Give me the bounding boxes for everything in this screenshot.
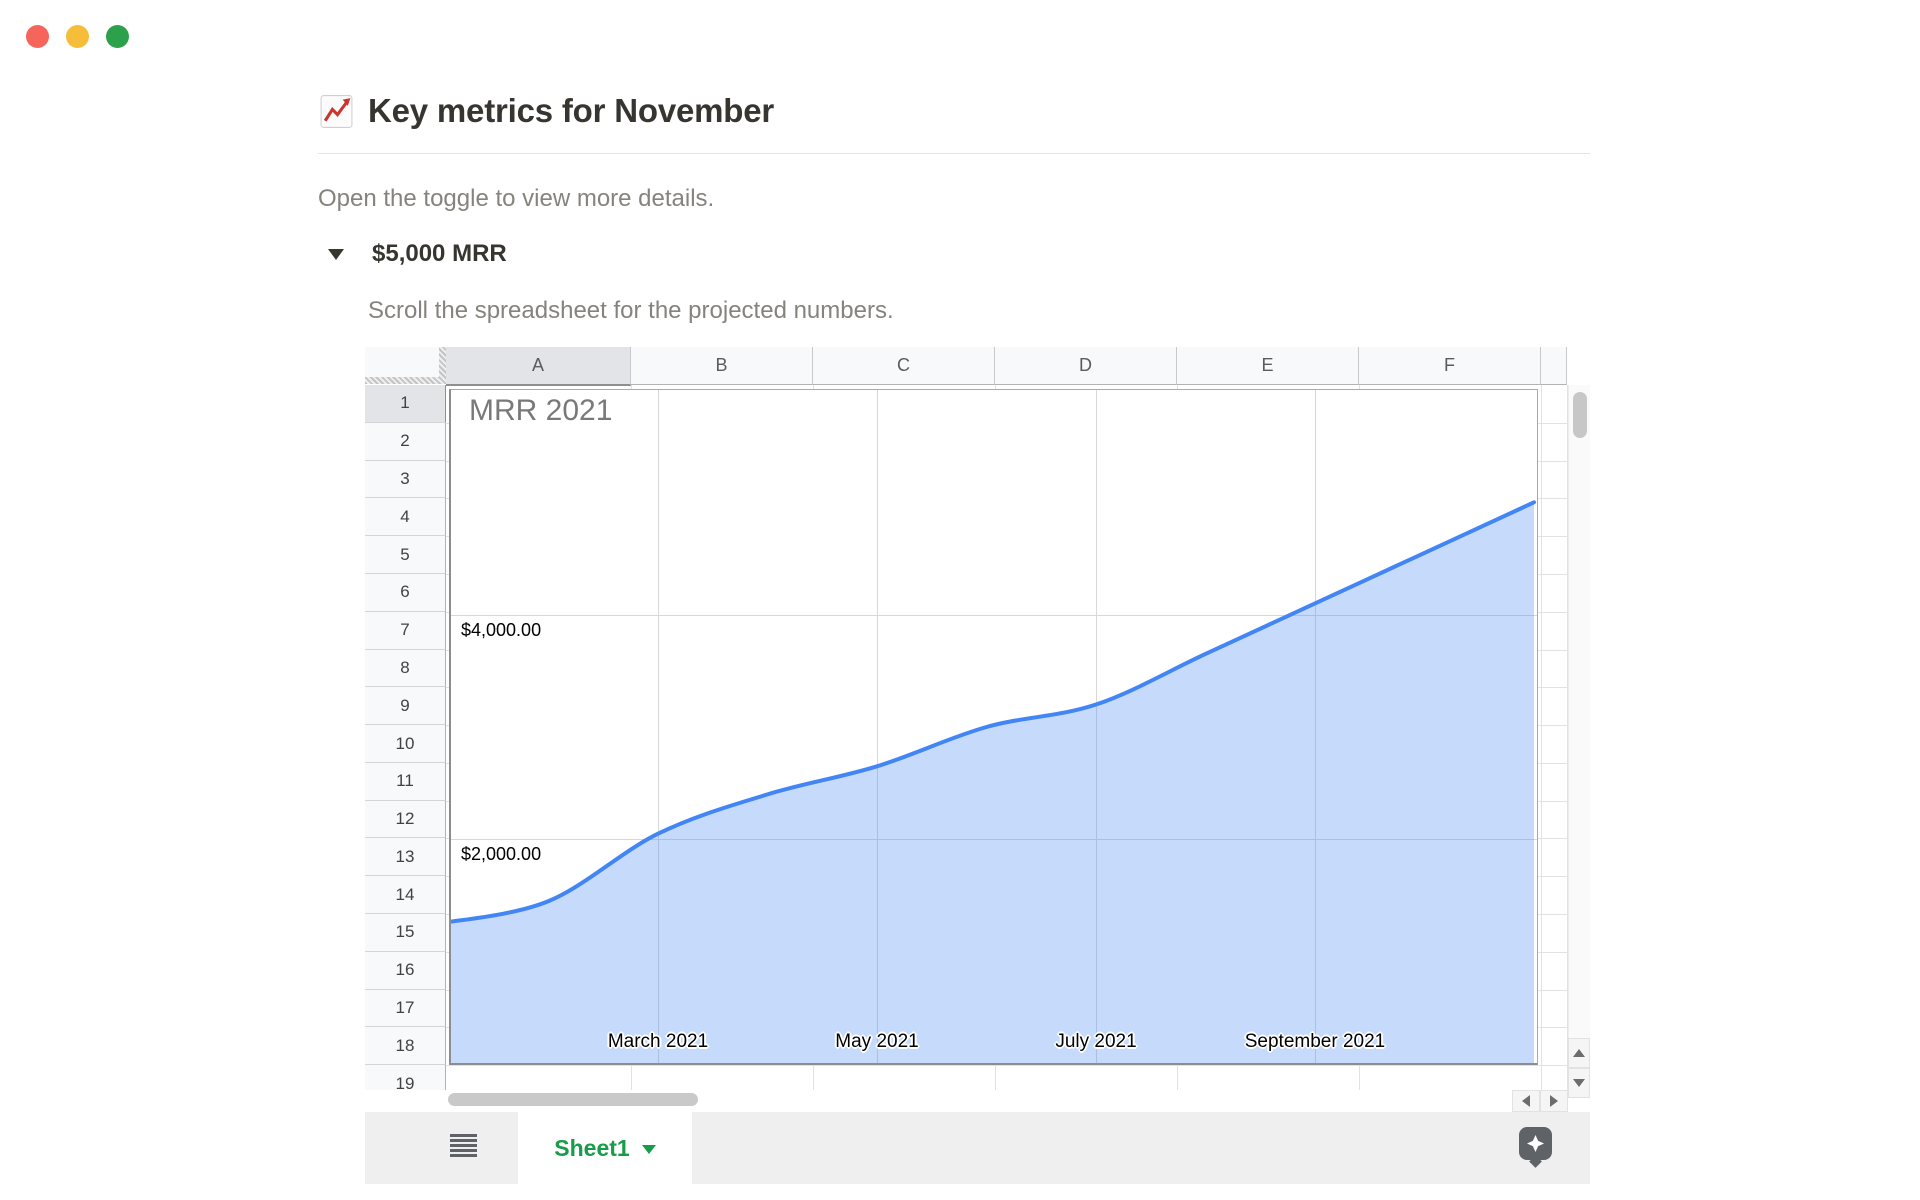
scroll-down-button[interactable] [1568,1068,1590,1098]
y-tick-label: $2,000.00 [461,844,542,865]
chart-increasing-emoji-icon [318,93,355,130]
x-tick-label: March 2021 [607,1031,709,1052]
row-header-14[interactable]: 14 [365,876,446,915]
chart-vgridline [1096,390,1097,1063]
toggle-label: $5,000 MRR [372,240,507,267]
horizontal-scrollbar-thumb[interactable] [448,1093,698,1106]
intro-text: Open the toggle to view more details. [318,185,715,212]
row-header-8[interactable]: 8 [365,649,446,688]
toggle-open-triangle-icon[interactable] [322,244,358,264]
row-header-10[interactable]: 10 [365,725,446,763]
row-header-9[interactable]: 9 [365,687,446,726]
vertical-scrollbar-thumb[interactable] [1573,392,1587,438]
chart-hgridline [451,839,1537,841]
star-four-points-icon [1526,1134,1545,1153]
sheet-tab-dropdown-icon[interactable] [641,1145,656,1154]
sheet-column-line [1541,385,1542,1090]
row-header-4[interactable]: 4 [365,498,446,537]
chart-vgridline [877,390,878,1063]
toggle-body-text: Scroll the spreadsheet for the projected… [368,297,894,324]
horizontal-scrollbar[interactable] [446,1090,1568,1112]
traffic-light-zoom[interactable] [106,25,129,48]
sheet-tab-sheet1[interactable]: Sheet1 [518,1112,692,1184]
y-tick-label: $4,000.00 [461,619,542,640]
page-title: Key metrics for November [368,92,775,129]
arrow-up-icon [1573,1049,1585,1057]
x-tick-label: September 2021 [1244,1031,1386,1052]
row-header-18[interactable]: 18 [365,1027,446,1066]
traffic-light-close[interactable] [26,25,49,48]
chart-title: MRR 2021 [469,394,613,427]
column-header-E[interactable]: E [1177,347,1359,385]
all-sheets-menu-button hamburger-icon[interactable] [450,1134,477,1158]
window-controls [26,25,129,49]
row-header-13[interactable]: 13 [365,838,446,877]
row-header-12[interactable]: 12 [365,800,446,839]
scroll-right-button[interactable] [1540,1090,1568,1112]
arrow-left-icon [1522,1095,1530,1107]
chart-vgridline [1315,390,1316,1063]
explore-button[interactable] [1519,1127,1552,1168]
row-header-16[interactable]: 16 [365,951,446,990]
page-title-row: Key metrics for November [318,92,774,130]
row-header-5[interactable]: 5 [365,536,446,574]
divider [318,153,1590,154]
row-header-15[interactable]: 15 [365,914,446,952]
scroll-up-button[interactable] [1568,1038,1590,1068]
arrow-right-icon [1550,1095,1558,1107]
column-header-F[interactable]: F [1359,347,1541,385]
row-headers: 1 2 3 4 5 6 7 8 9 10 11 12 13 14 15 16 17 18 19 [365,385,446,1090]
x-tick-label: May 2021 [835,1031,919,1052]
row-header-11[interactable]: 11 [365,762,446,801]
row-header-7[interactable]: 7 [365,611,446,650]
mrr-toggle[interactable]: $5,000 MRR [322,240,507,268]
x-tick-label: July 2021 [1055,1031,1137,1052]
row-header-2[interactable]: 2 [365,422,446,461]
column-header-B[interactable]: B [631,347,813,385]
chart-hgridline [451,614,1537,616]
row-header-1[interactable]: 1 [365,385,446,423]
row-header-6[interactable]: 6 [365,573,446,612]
arrow-down-icon [1573,1079,1585,1087]
sheet-tab-label: Sheet1 [554,1134,630,1161]
sheet-row-line [446,1065,1567,1067]
column-header-C[interactable]: C [813,347,995,385]
column-header-D[interactable]: D [995,347,1177,385]
vertical-scrollbar[interactable] [1568,385,1590,1038]
column-header-A[interactable]: A [446,347,631,386]
sheet-tab-bar: Sheet1 [365,1112,1590,1184]
sheet-column-line [1567,385,1568,1090]
select-all-corner[interactable] [365,347,446,384]
mrr-area-chart[interactable]: MRR 2021 $4,000.00 $2,000.00 March 2021 Ma… [449,389,1538,1065]
scroll-left-button[interactable] [1512,1090,1540,1112]
traffic-light-minimize[interactable] [66,25,89,48]
row-header-3[interactable]: 3 [365,460,446,499]
chart-vgridline [658,390,659,1063]
row-header-19[interactable]: 19 [365,1065,446,1090]
column-header-partial[interactable] [1541,347,1567,385]
chart-canvas [451,500,1536,1063]
row-header-17[interactable]: 17 [365,989,446,1028]
